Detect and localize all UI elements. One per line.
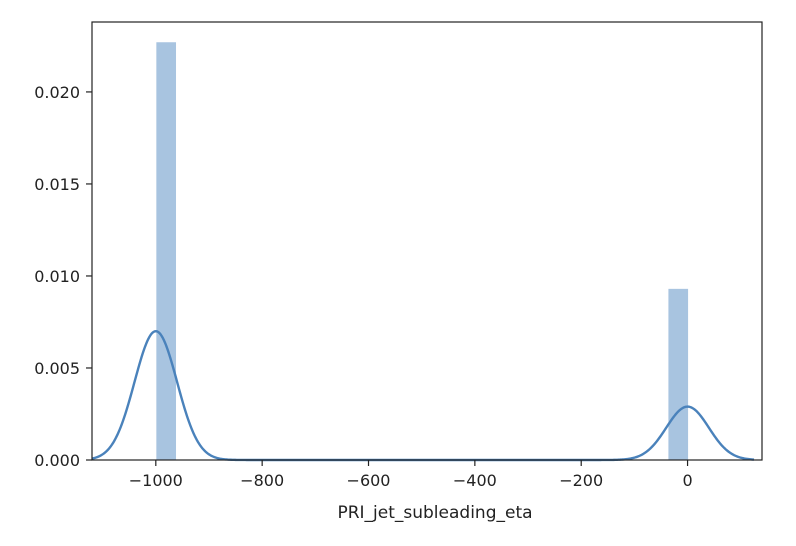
x-tick-label: −1000 [129, 471, 183, 490]
x-axis-label: PRI_jet_subleading_eta [337, 503, 532, 523]
histogram-bar-1 [668, 288, 689, 460]
x-axis-ticks: −1000 −800 −600 −400 −200 0 [129, 460, 693, 490]
histogram-bars [156, 42, 689, 460]
plot-frame [91, 21, 763, 461]
x-tick-label: −600 [347, 471, 391, 490]
x-tick-label: −400 [453, 471, 497, 490]
kde-curve-layer [91, 329, 755, 462]
x-tick-label: 0 [682, 471, 692, 490]
y-tick-label: 0.010 [34, 267, 80, 286]
kde-curve [91, 329, 755, 462]
y-tick-label: 0.020 [34, 83, 80, 102]
y-tick-label: 0.005 [34, 359, 80, 378]
x-tick-label: −200 [559, 471, 603, 490]
y-tick-label: 0.000 [34, 451, 80, 470]
histogram-bar-0 [156, 42, 177, 460]
x-tick-label: −800 [240, 471, 284, 490]
y-axis-ticks: 0.000 0.005 0.010 0.015 0.020 [34, 83, 92, 470]
y-tick-label: 0.015 [34, 175, 80, 194]
